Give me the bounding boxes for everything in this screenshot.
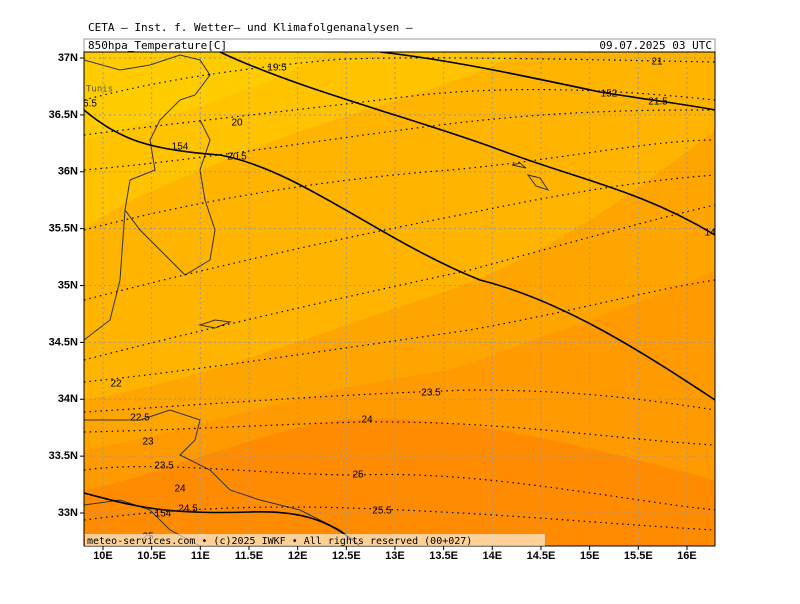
x-tick-label: 16E [677,550,697,562]
x-tick-label: 14E [483,550,503,562]
contour-label: 25 [352,470,364,481]
y-tick-label: 33N [58,507,78,519]
band [84,418,715,546]
x-tick-label: 13.5E [429,550,458,562]
y-tick-label: 35N [58,279,78,291]
x-tick-label: 10.5E [137,550,166,562]
contour-label: 24 [361,415,373,426]
contour-label: 22 [110,379,122,390]
x-tick-label: 11.5E [235,550,263,562]
contour-label: 14 [704,228,716,239]
x-tick-label: 10E [93,550,113,562]
y-tick-label: 33.5N [49,450,78,462]
date: 09.07.2025 03 UTC [599,39,712,52]
y-tick-label: 37N [58,52,78,64]
x-tick-label: 12.5E [332,550,361,562]
geopotential-line [84,52,715,546]
x-tick-label: 11E [191,550,210,562]
contour-label: 154 [172,142,189,153]
x-tick-label: 15.5E [624,550,653,562]
footer-bg [85,534,545,546]
contour-label: 21.5 [648,97,668,108]
band [84,52,330,140]
contour-label: 24 [174,484,186,495]
contour-label: 22.5 [130,413,150,424]
contour-label: 23 [142,437,154,448]
contour-label: 6.5 [83,99,97,110]
y-tick-label: 34N [58,393,78,405]
y-tick-label: 36.5N [49,109,78,121]
contour-label: 25.5 [372,506,392,517]
footer: meteo-services.com • (c)2025 IWKF • All … [87,536,472,547]
x-tick-label: 15E [580,550,600,562]
map-area: 19.5 20 20.5 21 21.5 22 22.5 23 23.5 24 24.5 25 25.5… [83,52,716,546]
contour-label: 152 [601,89,618,100]
contour-label: 21 [651,57,663,68]
x-tick-label: 13E [385,550,405,562]
city-label: Tunis [86,85,113,95]
contour-label: 23.5 [421,388,441,399]
contour-label: 19.5 [267,63,287,74]
contour-label: 154 [155,509,172,520]
x-tick-label: 14.5E [527,550,556,562]
contour-label: 20.5 [227,152,247,163]
contour-label: 20 [231,118,243,129]
x-tick-label: 12E [288,550,308,562]
contour-label: 23.5 [154,461,174,472]
temperature-contour [84,57,715,531]
y-tick-label: 36N [58,166,78,178]
y-tick-label: 34.5N [49,336,78,348]
coastline [84,54,550,546]
header: CETA — Inst. f. Wetter— und Klimafolgena… [88,21,413,34]
title: 850hpa_Temperature[C] [88,39,227,52]
contour-label: 24.5 [178,504,198,515]
y-tick-label: 35.5N [49,223,78,235]
